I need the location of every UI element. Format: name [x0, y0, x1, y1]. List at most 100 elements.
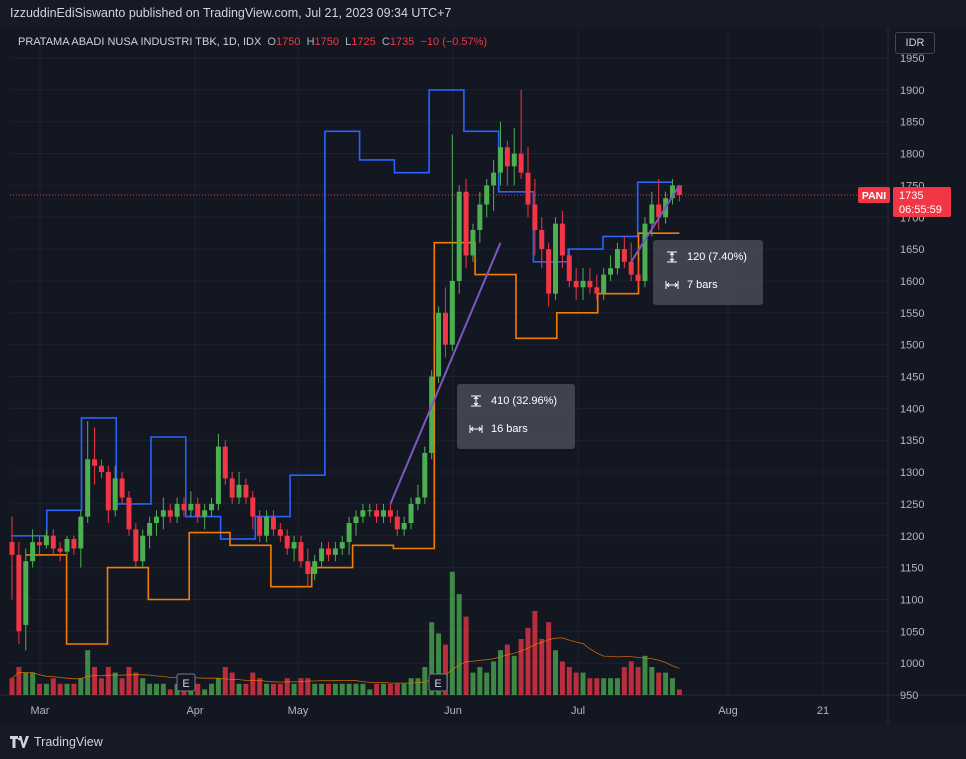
volume-bar [112, 672, 118, 695]
volume-bar [181, 689, 187, 695]
legend-low-label: L [345, 36, 352, 48]
price-tick-label: 1050 [900, 626, 924, 638]
candle-body [92, 459, 98, 466]
measure-2-range-row: 120 (7.40%) [665, 251, 747, 263]
ticker-tag-label: PANI [862, 190, 886, 202]
candle-body [153, 516, 159, 524]
tradingview-logo-icon [10, 736, 29, 748]
volume-bar [587, 678, 593, 695]
candle-body [394, 516, 400, 530]
candle-body [374, 510, 380, 517]
candle-body [614, 249, 620, 269]
volume-bar [270, 683, 276, 695]
earnings-marker-apr [176, 673, 196, 692]
candle-body [594, 287, 600, 294]
candle-body [546, 249, 552, 294]
candle-body [470, 229, 476, 256]
volume-bar [250, 672, 256, 695]
bar-range-icon [469, 425, 483, 433]
candle-body [119, 478, 125, 498]
volume-bar [401, 683, 407, 695]
volume-bar [429, 622, 435, 695]
measure-1-range: 410 (32.96%) [491, 395, 558, 407]
price-range-icon [667, 251, 677, 263]
volume-bar [436, 633, 442, 695]
volume-bar [167, 689, 173, 695]
measure-line-1 [389, 242, 502, 505]
candle-body [387, 510, 393, 517]
legend-high-value: 1750 [314, 36, 340, 48]
legend-symbol: PRATAMA ABADI NUSA INDUSTRI TBK, 1D, IDX [18, 36, 262, 48]
measure-tooltip-2: 120 (7.40%) 7 bars [653, 240, 763, 305]
volume-bar [449, 571, 455, 695]
brand-name: TradingView [34, 735, 103, 749]
candle-body [16, 554, 22, 632]
candle-body [9, 542, 15, 555]
candle-body [353, 516, 359, 524]
candle-body [484, 185, 490, 205]
candle-body [277, 529, 283, 536]
chart-frame[interactable]: E E 1950 1900 1850 1800 1750 1700 1650 1600 1550 15… [0, 28, 966, 723]
volume-bar [202, 689, 208, 695]
candle-body [608, 268, 614, 275]
candle-body [188, 503, 194, 511]
candle-body [408, 503, 414, 524]
candle-body [573, 280, 579, 288]
volume-bar [394, 683, 400, 695]
volume-bar [339, 683, 345, 695]
candle-body [167, 510, 173, 517]
candle-body [367, 510, 373, 512]
candle-body [449, 280, 455, 345]
volume-bar [463, 616, 469, 695]
volume-bar [532, 611, 538, 695]
candle-body [559, 223, 565, 256]
volume-bar [332, 683, 338, 695]
volume-bar [504, 644, 510, 695]
volume-bar [511, 655, 517, 695]
volume-bar [50, 678, 56, 695]
measure-line-2 [630, 184, 681, 263]
volume-bar [553, 650, 559, 695]
price-tick-label: 1150 [900, 563, 924, 575]
volume-bar [374, 683, 380, 695]
volume-bar [649, 667, 655, 695]
volume-bar [573, 672, 579, 695]
price-chart[interactable]: E E19501900185018001750170016501600155015… [0, 28, 966, 723]
volume-bar [37, 683, 43, 695]
candle-body [442, 312, 448, 345]
volume-bar [559, 661, 565, 695]
candle-body [532, 204, 538, 230]
volume-bar [628, 661, 634, 695]
candle-body [112, 478, 118, 511]
bar-range-icon [665, 281, 679, 289]
volume-bar [126, 667, 132, 695]
tradingview-logo[interactable]: TradingView [10, 735, 103, 749]
candle-body [463, 191, 469, 256]
footer: TradingView [0, 723, 966, 759]
currency-button[interactable]: IDR [895, 32, 935, 54]
volume-bar [594, 678, 600, 695]
volume-bar [209, 683, 215, 695]
publisher-line: IzzuddinEdiSiswanto published on Trading… [10, 6, 452, 20]
price-tick-label: 1100 [900, 594, 924, 606]
candle-body [98, 465, 104, 473]
volume-bar [30, 672, 36, 695]
candle-body [140, 535, 146, 562]
volume-bar [539, 639, 545, 695]
volume-bar [305, 678, 311, 695]
candle-body [236, 484, 242, 498]
volume-bar [525, 627, 531, 695]
volume-bar [408, 678, 414, 695]
candle-body [525, 172, 531, 205]
candle-body [257, 516, 263, 536]
candle-body [332, 548, 338, 555]
legend-change: −10 (−0.57%) [420, 36, 488, 48]
measure-1-bars-row: 16 bars [469, 423, 528, 435]
volume-bar [236, 683, 242, 695]
volume-bar [484, 672, 490, 695]
volume-bar [215, 678, 221, 695]
volume-bar [140, 678, 146, 695]
volume-bar [9, 678, 15, 695]
volume-bar [133, 672, 139, 695]
volume-bar [470, 672, 476, 695]
